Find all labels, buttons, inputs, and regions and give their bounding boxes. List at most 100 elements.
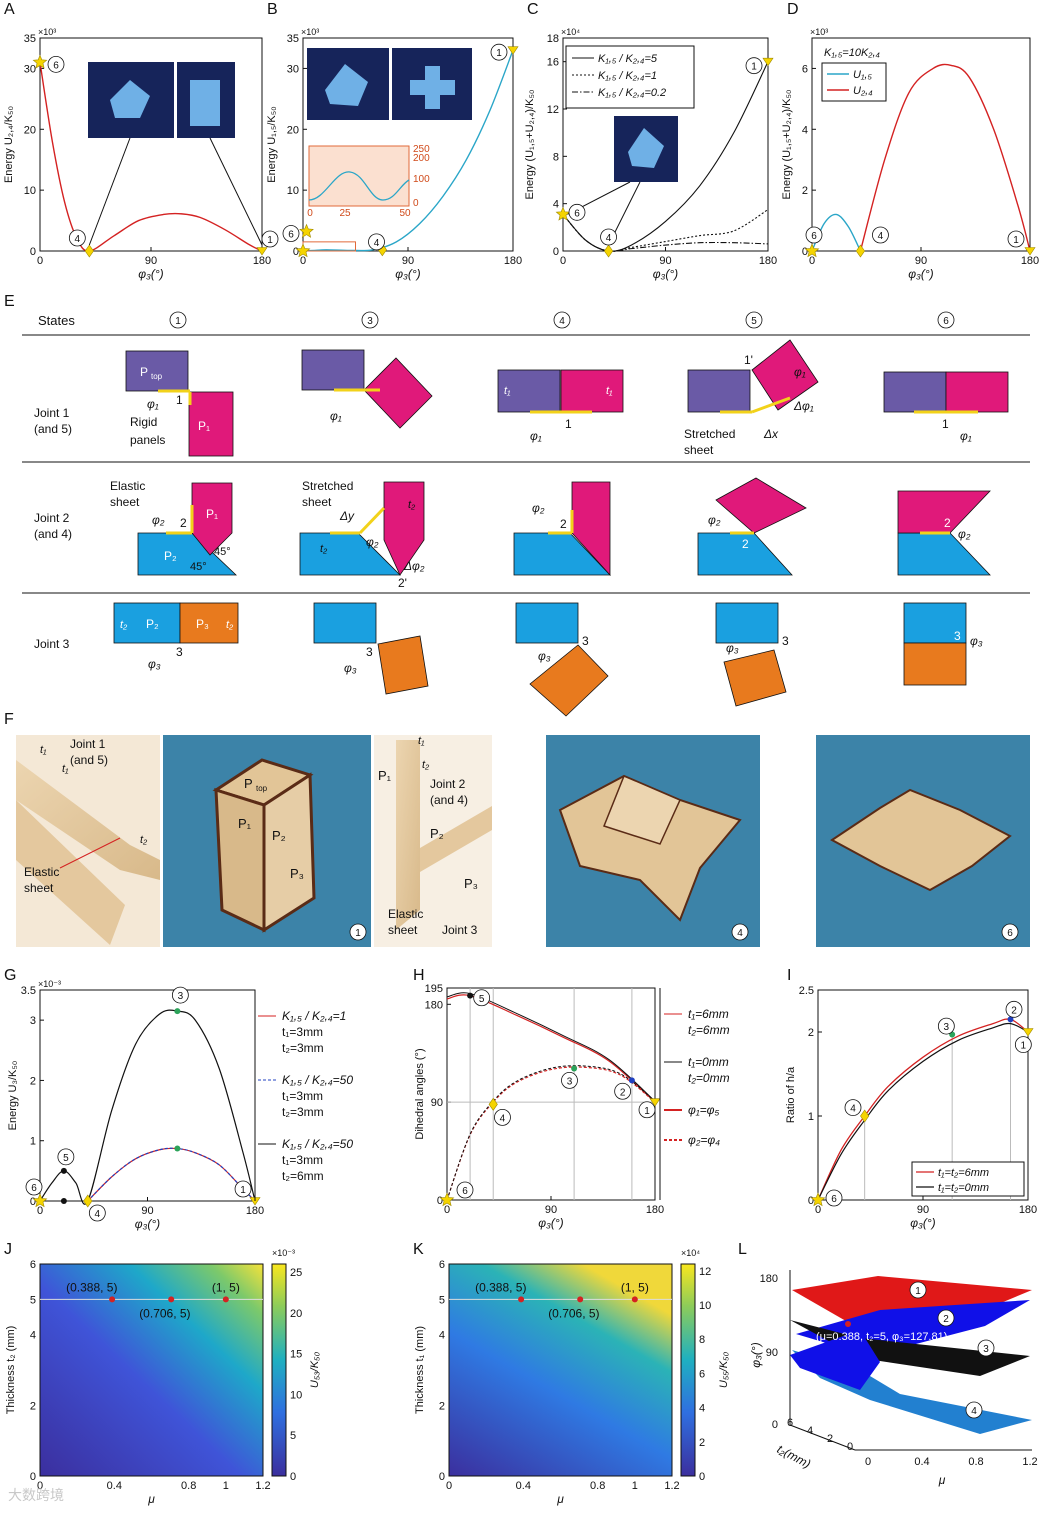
y-tick-label: 3.5 [21,985,36,997]
paper-model [325,64,368,106]
annot: Rigid [130,415,157,429]
state-number: 4 [878,231,884,242]
series-line [859,63,1031,252]
arrow [88,137,131,246]
x-tick-label: 0 [809,255,815,267]
annot: 3 [366,645,373,659]
y-tick-label: 2 [30,1400,36,1412]
annot: sheet [24,881,54,895]
y-tick-label: 0 [30,246,36,258]
plot-frame [39,989,256,1202]
x-tick-label: 0 [560,255,566,267]
legend-entry: t₁=t₂=6mm [938,1167,989,1179]
annot: Stretched [302,479,353,493]
x-tick-label: 0.8 [968,1456,983,1468]
annot: φ₂ [958,527,971,541]
series-line [446,992,656,1102]
x-tick-label: 1.2 [255,1480,270,1492]
annot: Joint 1 [70,737,106,751]
legend-entry: t₁=3mm [282,1025,323,1039]
diamond-marker [84,244,94,258]
x-axis-label: φ₃(°) [653,267,678,281]
annot: 2 [180,516,187,530]
y-tick-label: 10 [287,185,299,197]
y-exponent: ×10⁴ [561,27,580,37]
x-axis-label: φ₃(°) [395,267,420,281]
x-tick-label: 90 [915,255,927,267]
annot: Δφ₁ [793,399,814,413]
y-tick-label: 5 [439,1294,445,1306]
state-marker [494,1108,511,1126]
state-number: 1 [1013,235,1019,246]
annot: sheet [302,495,332,509]
data-point [845,1321,851,1327]
panel-p3 [179,602,239,644]
z-tick-label: 4 [807,1425,813,1437]
annot: φ₂ [532,501,545,515]
state-number: 6 [831,1194,837,1205]
triangle-marker [256,247,268,256]
y-tick-label: 2 [439,1400,445,1412]
state-number: 5 [479,994,485,1005]
annot: 1' [744,353,753,367]
state-marker [1007,230,1025,248]
x-tick-label: 0.4 [914,1456,929,1468]
state-number: 1 [240,1185,246,1196]
state-marker [553,311,571,329]
panel-K: 0 0.4 0.8 1 1.2 0 2 4 5 6 μ Thickness t₁ (mm) K (0.38… [413,1241,730,1506]
diamond-marker [488,1097,498,1111]
state-point [628,1077,635,1084]
point-label: (0.706, 5) [139,1306,190,1320]
annot: 3 [176,645,183,659]
legend-entry: K₁,₅ / K₂,₄=1 [282,1009,346,1023]
plot-frame [448,1263,673,1477]
state-point [60,1167,67,1174]
panel-A: 0 90 180 0 10 20 30 35×10³ φ₃(°) Energy U₂,₄/K₅₀ A… [3,1,279,281]
panel-block [715,602,779,644]
x-tick-label: 1.2 [664,1480,679,1492]
y-tick-label: 4 [802,124,808,136]
z-tick-label: 2 [827,1433,833,1445]
state-number: 6 [462,1186,468,1197]
star-marker [810,1192,826,1207]
legend-box [565,45,695,109]
paper-model [110,80,150,118]
annot: t₂ [422,759,430,771]
heatmap-field [449,1264,672,1476]
panel-I: 0 90 180 0 1 2 2.5 φ₃(°) Ratio of h/a I 4 3 2 1 6 t₁=t₂… [785,967,1037,1230]
state-marker [282,225,300,242]
x-tick-label: 90 [659,255,671,267]
x-axis-label: φ₃(°) [138,267,163,281]
state-marker [169,311,187,329]
legend-entry: t₂=6mm [688,1023,730,1037]
state-marker [234,1180,252,1198]
diamond-marker [860,1109,870,1123]
state-number: 1 [267,235,273,246]
schematic-part [396,740,420,930]
panel-label: J [4,1241,12,1258]
y-tick-label: 18 [547,33,559,45]
annot: t₁ [62,763,69,775]
colorbar-exponent: ×10⁻³ [272,1248,295,1258]
panel-p3 [529,644,609,717]
y-tick-label: 5 [30,1294,36,1306]
legend-entry: t₂=3mm [282,1041,324,1055]
colorbar [680,1263,696,1477]
annot: sheet [684,443,714,457]
x-tick-label: 0 [815,1204,821,1216]
legend-entry: U₁,₅ [853,69,872,81]
annot: 45° [214,546,231,558]
x-axis-label: μ [147,1492,155,1506]
annot: P₂ [164,549,177,563]
y-tick-label: 0 [772,1419,778,1431]
state-marker [368,233,385,251]
legend-entry: φ₂=φ₄ [688,1133,720,1147]
panel-p1 [751,339,819,411]
state-marker [844,1099,862,1116]
annot: t₁ [606,385,613,397]
data-point [518,1296,525,1303]
state-marker [745,311,763,329]
panel-block [301,349,365,391]
annot: 3 [954,629,961,643]
